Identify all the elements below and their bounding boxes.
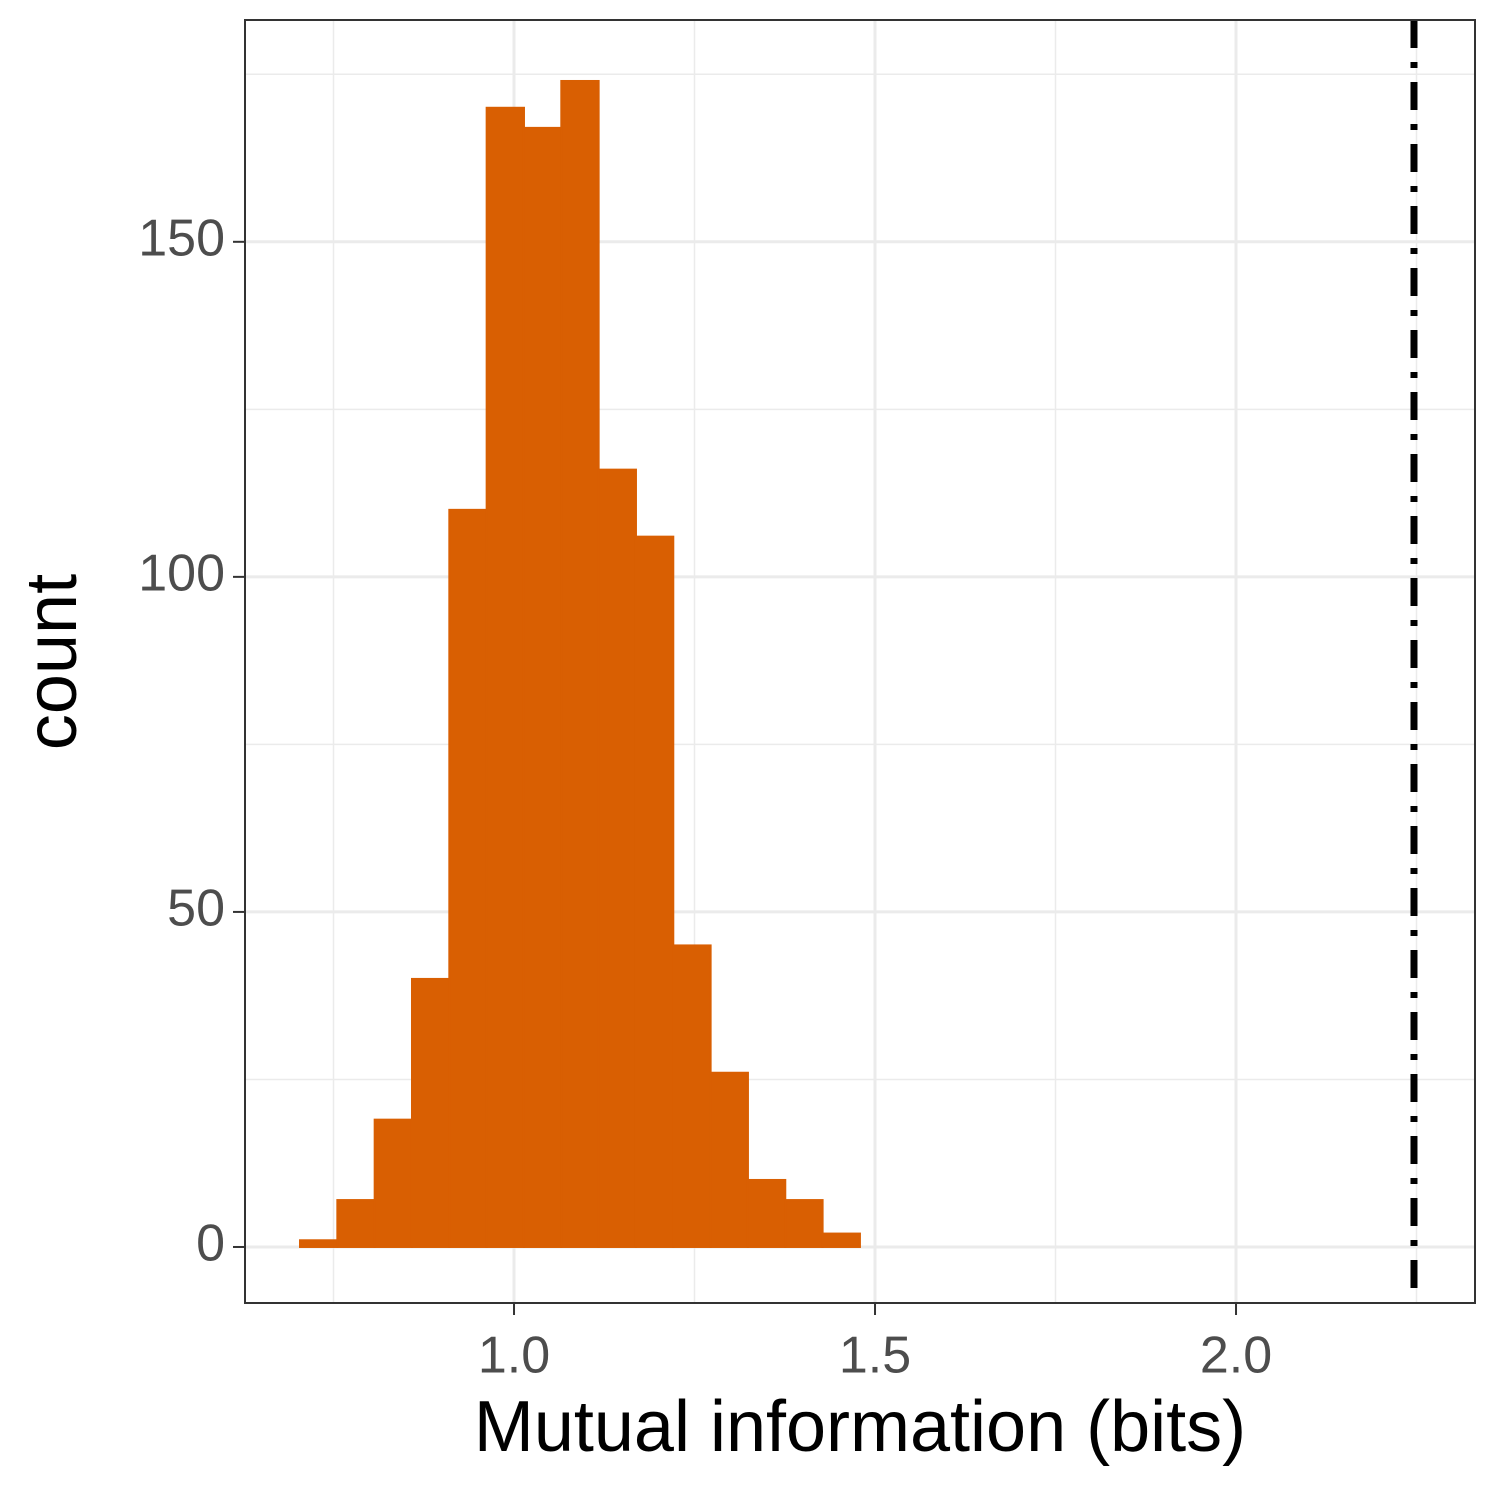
y-tick-label: 0	[196, 1215, 225, 1273]
bar	[709, 1071, 749, 1248]
bar	[522, 126, 563, 1248]
marks	[299, 20, 1418, 1303]
bar	[485, 106, 525, 1248]
bar	[560, 79, 600, 1248]
bar	[299, 1239, 339, 1248]
x-tick-label: 2.0	[1200, 1327, 1272, 1385]
y-tick-label: 50	[167, 880, 225, 938]
bar	[821, 1232, 861, 1248]
panel-border	[244, 19, 1476, 1304]
y-axis-title: count	[12, 574, 92, 750]
y-tick-label: 150	[138, 210, 225, 268]
bar	[410, 977, 451, 1248]
bar	[672, 944, 712, 1248]
bar	[634, 535, 675, 1248]
y-tick-label: 100	[138, 545, 225, 603]
x-axis-title: Mutual information (bits)	[474, 1387, 1246, 1467]
bar	[746, 1178, 787, 1248]
bar	[784, 1199, 824, 1248]
bar	[373, 1118, 413, 1248]
bar	[336, 1199, 376, 1248]
x-tick-label: 1.5	[839, 1327, 911, 1385]
bar	[597, 468, 637, 1248]
x-tick-label: 1.0	[478, 1327, 550, 1385]
bar	[448, 508, 488, 1248]
